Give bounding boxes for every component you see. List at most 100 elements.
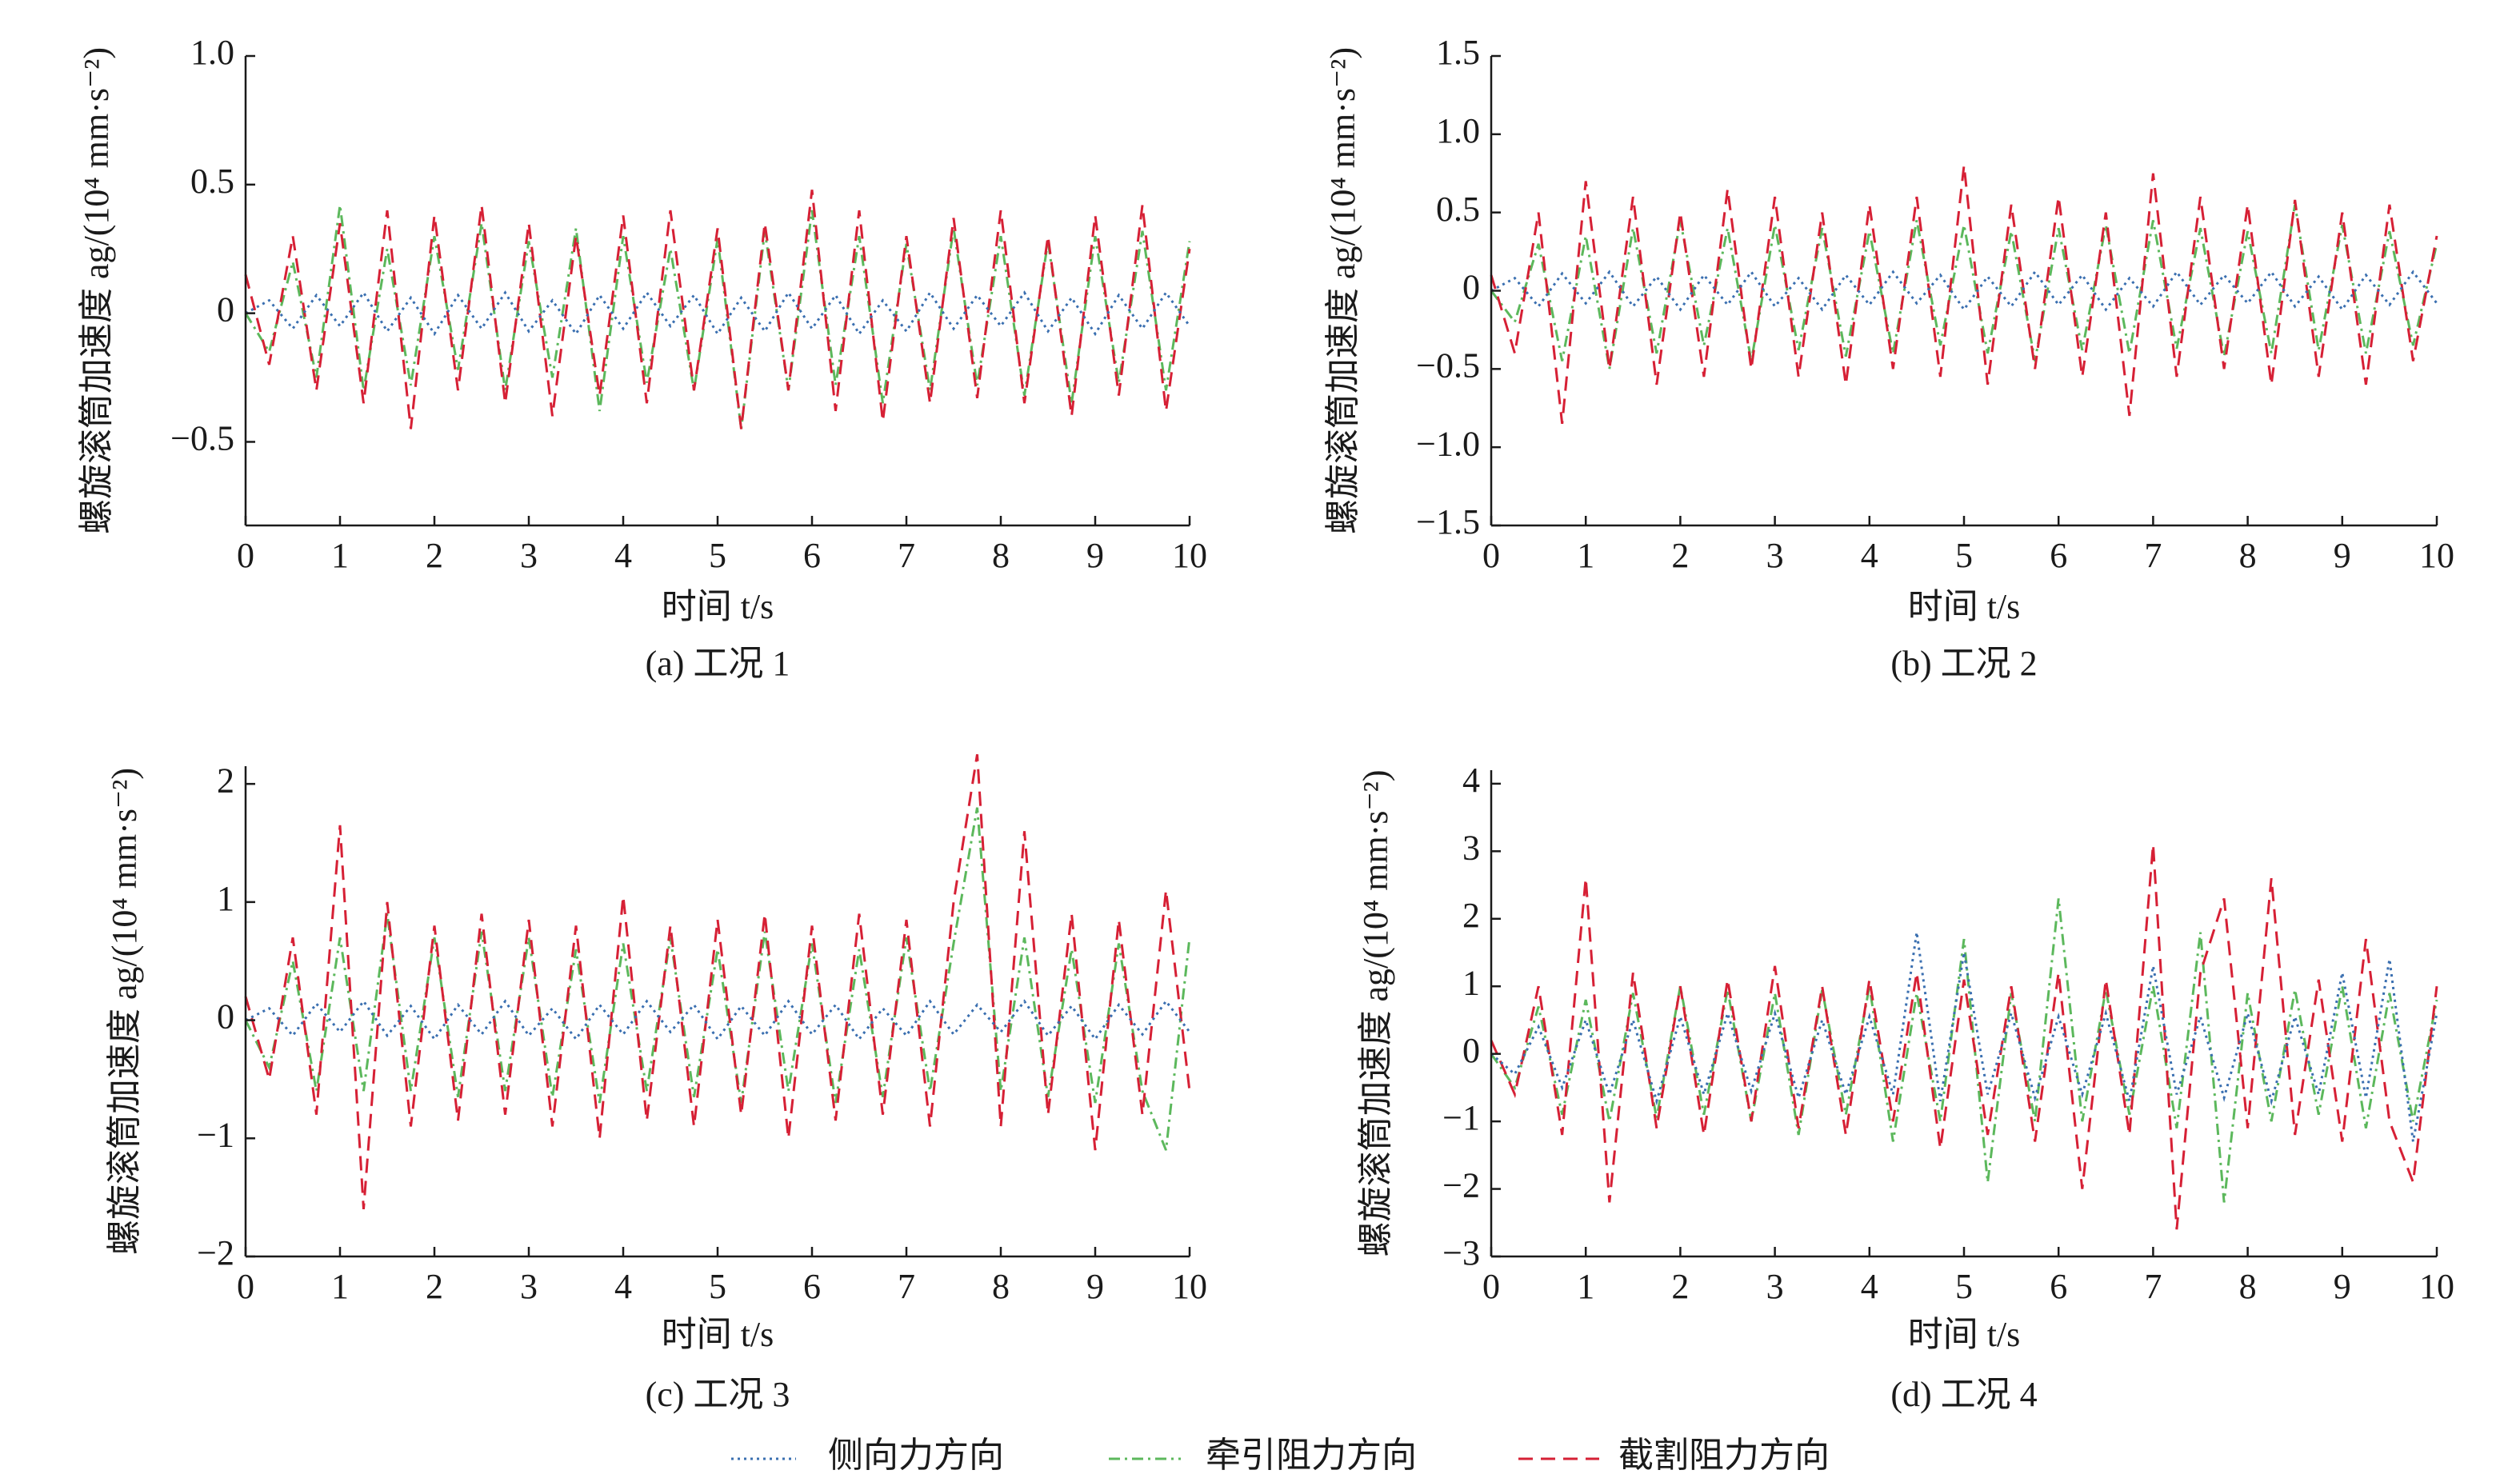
x-tick-label: 0 [237,536,254,575]
x-tick-label: 9 [1086,1267,1104,1306]
plot: 牵引阻力方向截割阻力方向侧向力方向 [244,190,1191,429]
series-line: 截割阻力方向 [244,190,1191,429]
plot: 牵引阻力方向截割阻力方向侧向力方向 [1490,844,2438,1230]
y-axis-label: 螺旋滚筒加速度 ag/(10⁴ mm·s⁻²) [77,47,116,534]
x-tick-label: 0 [1482,536,1500,575]
y-tick-label: −1.0 [1416,424,1480,463]
x-tick-label: 5 [1955,1267,1973,1306]
series-line: 侧向力方向 [245,290,1191,337]
x-tick-label: 4 [614,1267,632,1306]
x-tick-label: 7 [2144,1267,2162,1306]
y-tick-label: −1.5 [1416,502,1480,541]
x-tick-label: 5 [709,536,726,575]
y-tick-label: 3 [1462,828,1480,867]
x-tick-label: 2 [1671,1267,1689,1306]
x-tick-label: 3 [1766,1267,1784,1306]
y-tick-label: −2 [197,1233,234,1272]
x-tick-label: 9 [1086,536,1104,575]
x-tick-label: 8 [992,536,1010,575]
x-tick-label: 4 [1861,536,1878,575]
series-line: 截割阻力方向 [244,753,1191,1210]
y-tick-label: 1.5 [1436,33,1480,72]
subplot-title: (a) 工况 1 [646,644,790,683]
x-axis-label: 时间 t/s [1908,1315,2021,1354]
x-tick-label: 3 [520,1267,538,1306]
x-axis-label: 时间 t/s [662,1315,774,1354]
y-axis-label: 螺旋滚筒加速度 ag/(10⁴ mm·s⁻²) [1356,769,1395,1256]
y-tick-label: 0 [217,290,234,330]
x-tick-label: 3 [1766,536,1784,575]
x-tick-label: 8 [2239,1267,2257,1306]
y-tick-label: 2 [1462,896,1480,935]
x-tick-label: 1 [1577,1267,1594,1306]
x-tick-label: 10 [2419,1267,2454,1306]
x-tick-label: 9 [2334,536,2351,575]
y-tick-label: −1 [1442,1098,1480,1137]
subplot-title: (b) 工况 2 [1890,644,2037,683]
y-tick-label: −1 [197,1115,234,1154]
series-line: 牵引阻力方向 [244,205,1191,429]
y-tick-label: 0 [1462,268,1480,307]
y-tick-label: 1 [1462,963,1480,1002]
y-tick-label: 1 [217,879,234,918]
x-tick-label: 10 [2419,536,2454,575]
legend-label: 侧向力方向 [828,1436,1004,1475]
x-tick-label: 7 [2144,536,2162,575]
x-tick-label: 3 [520,536,538,575]
y-tick-label: −2 [1442,1166,1480,1205]
x-tick-label: 0 [237,1267,254,1306]
x-tick-label: 6 [2050,1267,2067,1306]
x-tick-label: 7 [898,1267,915,1306]
y-tick-label: 0 [1462,1031,1480,1070]
series-line: 侧向力方向 [1490,932,2438,1142]
x-tick-label: 2 [1671,536,1689,575]
x-tick-label: 2 [426,536,443,575]
y-tick-label: 4 [1462,761,1480,800]
y-tick-label: −0.5 [1416,346,1480,385]
series-line: 截割阻力方向 [1490,165,2438,424]
legend-label: 牵引阻力方向 [1206,1436,1417,1475]
y-tick-label: 1.0 [1436,111,1480,150]
x-tick-label: 0 [1482,1267,1500,1306]
x-tick-label: 10 [1172,1267,1207,1306]
x-tick-label: 10 [1172,536,1207,575]
y-tick-label: −0.5 [170,419,234,458]
x-tick-label: 8 [2239,536,2257,575]
x-tick-label: 6 [803,1267,821,1306]
x-tick-label: 1 [331,1267,349,1306]
x-tick-label: 6 [803,536,821,575]
x-tick-label: 6 [2050,536,2067,575]
x-tick-label: 4 [1861,1267,1878,1306]
y-tick-label: 0.5 [190,162,234,201]
y-tick-label: −3 [1442,1233,1480,1272]
x-axis-label: 时间 t/s [1908,587,2021,626]
x-tick-label: 8 [992,1267,1010,1306]
x-tick-label: 2 [426,1267,443,1306]
y-tick-label: 0.5 [1436,190,1480,229]
x-tick-label: 5 [709,1267,726,1306]
series-line: 截割阻力方向 [1490,844,2438,1230]
y-axis-label: 螺旋滚筒加速度 ag/(10⁴ mm·s⁻²) [105,768,144,1255]
series-line: 牵引阻力方向 [244,807,1191,1151]
y-tick-label: 1.0 [190,33,234,72]
series-line: 牵引阻力方向 [1490,204,2438,370]
x-tick-label: 5 [1955,536,1973,575]
x-tick-label: 9 [2334,1267,2351,1306]
series-line: 侧向力方向 [1490,270,2438,312]
plot: 牵引阻力方向截割阻力方向侧向力方向 [1490,165,2438,424]
y-tick-label: 2 [217,761,234,800]
x-tick-label: 1 [1577,536,1594,575]
x-tick-label: 7 [898,536,915,575]
series-line: 侧向力方向 [245,999,1191,1041]
subplot-title: (c) 工况 3 [646,1375,790,1414]
y-axis-label: 螺旋滚筒加速度 ag/(10⁴ mm·s⁻²) [1323,47,1362,534]
x-tick-label: 4 [614,536,632,575]
series-line: 牵引阻力方向 [1490,898,2438,1203]
y-tick-label: 0 [217,997,234,1037]
subplot-title: (d) 工况 4 [1890,1375,2037,1414]
x-tick-label: 1 [331,536,349,575]
x-axis-label: 时间 t/s [662,587,774,626]
legend-label: 截割阻力方向 [1618,1436,1830,1475]
